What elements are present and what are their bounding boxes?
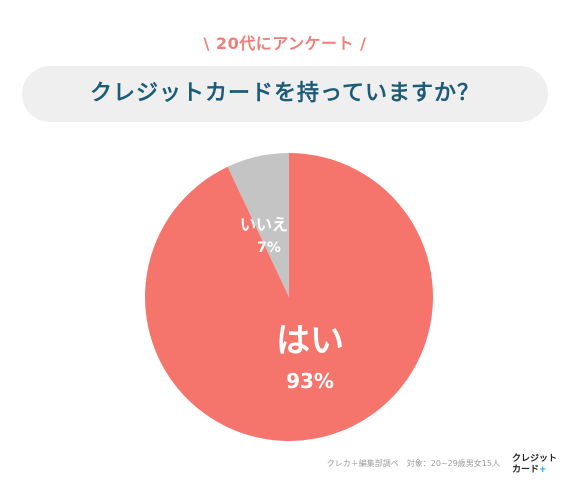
survey-subtitle: \ 20代にアンケート / — [203, 34, 367, 53]
slice-value-yes: 93% — [286, 369, 334, 393]
source-note: クレカ＋編集部調べ 対象：20~29歳男女15人 — [326, 459, 500, 468]
brand-logo: クレジット カード+ — [512, 454, 562, 476]
slice-label-no: いいえ — [240, 215, 288, 234]
slice-value-no: 7% — [257, 240, 281, 256]
plus-icon: + — [539, 465, 547, 475]
title-pill — [22, 66, 548, 122]
logo-line2: カード — [512, 465, 540, 475]
logo-line1: クレジット — [512, 454, 558, 464]
pie-slice-no — [227, 153, 289, 297]
chart-title: クレジットカードを持っていますか？ — [90, 81, 480, 106]
slice-label-yes: はい — [276, 321, 344, 361]
